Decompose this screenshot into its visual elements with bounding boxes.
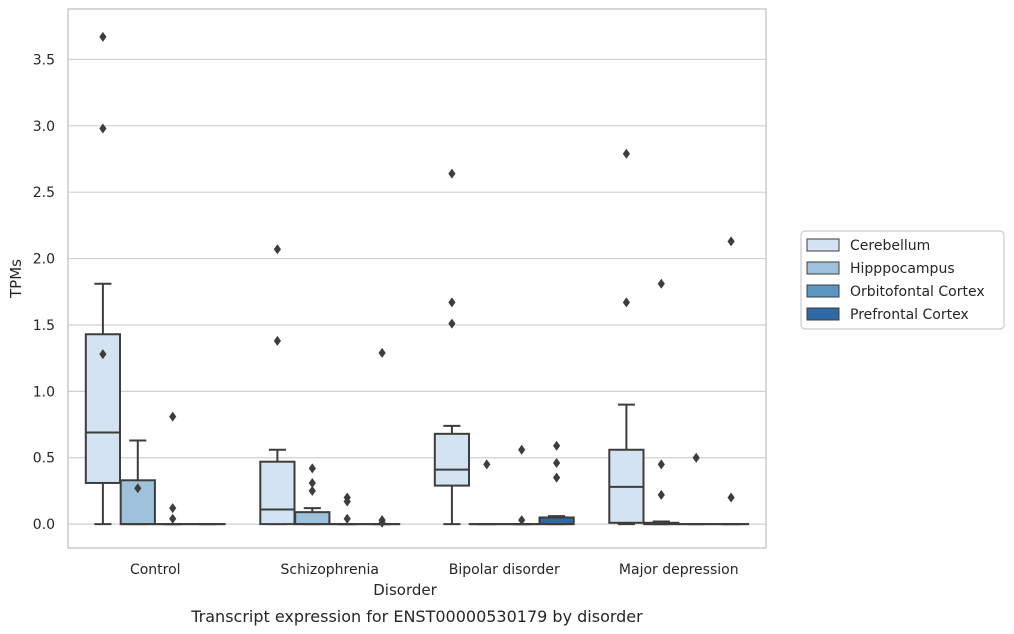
outlier-point [308, 477, 316, 488]
outlier-point [99, 123, 107, 134]
x-tick-label: Bipolar disorder [449, 562, 560, 578]
legend-swatch [806, 238, 840, 252]
outlier-point [343, 496, 351, 507]
outlier-point [134, 483, 142, 494]
outlier-point [308, 463, 316, 474]
outlier-point [553, 458, 561, 469]
outlier-point [518, 444, 526, 455]
y-tick-label: 3.0 [33, 119, 55, 135]
outlier-point [657, 489, 665, 500]
box-cerebellum [608, 148, 645, 526]
legend: Cerebellum Hipppocampus Orbitofontal Corte… [800, 230, 1005, 330]
boxes [84, 31, 750, 528]
y-tick-label: 2.0 [33, 252, 55, 268]
box-cerebellum [259, 244, 296, 526]
outlier-point [378, 347, 386, 358]
outlier-point [727, 236, 735, 247]
box-cerebellum [433, 168, 471, 526]
outlier-point [169, 411, 177, 422]
outlier-point [483, 459, 491, 470]
legend-label: Orbitofontal Cortex [850, 284, 985, 300]
outlier-point [657, 278, 665, 289]
outlier-point [308, 485, 316, 496]
box-prefrontal-cortex [712, 236, 750, 526]
outlier-point [622, 297, 630, 308]
box-hipppocampus [294, 463, 331, 526]
y-tick-label: 0.5 [33, 451, 55, 467]
x-tick-label: Major depression [619, 562, 739, 578]
legend-label: Prefrontal Cortex [850, 307, 969, 323]
outlier-point [273, 335, 281, 346]
y-tick-label: 2.5 [33, 185, 55, 201]
outlier-point [553, 440, 561, 451]
y-tick-label: 0.0 [33, 517, 55, 533]
box-prefrontal-cortex [538, 440, 575, 526]
box-cerebellum [84, 31, 122, 526]
outlier-point [169, 503, 177, 514]
chart-caption: Transcript expression for ENST0000053017… [190, 607, 643, 626]
legend-swatch [806, 307, 840, 321]
gridlines [68, 58, 766, 525]
x-tick-label: Schizophrenia [281, 562, 379, 578]
outlier-point [518, 515, 526, 526]
plot-frame [67, 8, 767, 549]
box-orbitofontal-cortex [154, 411, 191, 526]
x-tick-labels: Control Schizophrenia Bipolar disorder Majo… [130, 562, 739, 578]
legend-swatch [806, 261, 840, 275]
box-hipppocampus [643, 278, 680, 526]
box-prefrontal-cortex [363, 347, 401, 528]
outlier-point [448, 297, 456, 308]
box-orbitofontal-cortex [678, 452, 715, 526]
outlier-point [99, 349, 107, 360]
legend-frame [800, 230, 1005, 330]
y-tick-label: 3.5 [33, 52, 55, 68]
outlier-point [727, 492, 735, 503]
outlier-point [169, 513, 177, 524]
outlier-point [273, 244, 281, 255]
y-tick-labels: 0.0 0.5 1.0 1.5 2.0 2.5 3.0 3.5 [33, 52, 55, 533]
legend-swatch [806, 284, 840, 298]
outlier-point [553, 472, 561, 483]
x-tick-label: Control [130, 562, 181, 578]
outlier-point [378, 517, 386, 528]
outlier-point [343, 513, 351, 524]
box-body [294, 511, 331, 526]
y-tick-label: 1.0 [33, 384, 55, 400]
box-body [433, 432, 471, 487]
box-hipppocampus [119, 439, 156, 526]
box-hipppocampus [468, 459, 505, 526]
legend-label: Hipppocampus [850, 261, 955, 277]
outlier-point [657, 459, 665, 470]
outlier-point [692, 452, 700, 463]
box-orbitofontal-cortex [329, 492, 366, 526]
outlier-point [448, 318, 456, 329]
legend-label: Cerebellum [850, 238, 930, 254]
x-axis-label: Disorder [373, 581, 437, 599]
outlier-point [448, 168, 456, 179]
box-orbitofontal-cortex [503, 444, 540, 526]
outlier-point [99, 31, 107, 42]
y-axis-label: TPMs [7, 259, 25, 299]
outlier-point [622, 148, 630, 159]
y-tick-label: 1.5 [33, 318, 55, 334]
box-body [259, 460, 296, 526]
